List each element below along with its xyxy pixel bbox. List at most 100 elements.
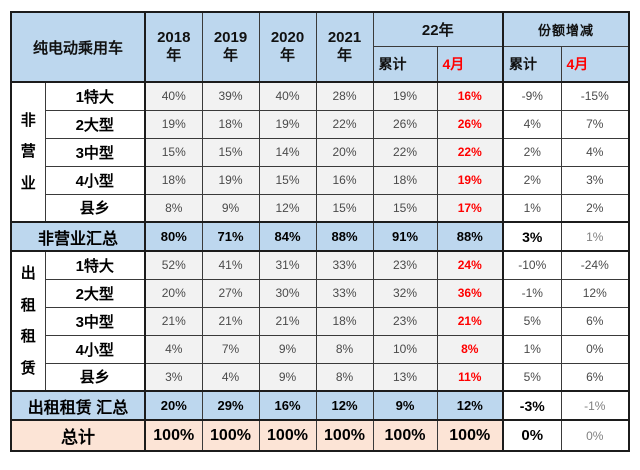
row-label: 4小型 <box>44 334 146 364</box>
year-header-2021: 2021年 <box>315 11 374 83</box>
year-header-2020-label: 2020年 <box>270 29 305 64</box>
data-cell: 18% <box>372 165 438 195</box>
data-cell: 26% <box>372 109 438 139</box>
subtotal-label: 出租租赁 汇总 <box>10 390 146 421</box>
data-cell: 3% <box>144 362 203 392</box>
data-cell: 20% <box>144 278 203 308</box>
total-cell: 100% <box>258 419 317 452</box>
data-cell: 4% <box>502 109 562 139</box>
data-cell: 41% <box>201 250 260 280</box>
year-header-2021-label: 2021年 <box>327 29 362 64</box>
data-cell: 36% <box>436 278 504 308</box>
subtotal-cell: 9% <box>372 390 438 421</box>
data-cell: 22% <box>436 137 504 167</box>
data-cell: 7% <box>201 334 260 364</box>
data-cell: 52% <box>144 250 203 280</box>
data-cell: 39% <box>201 81 260 111</box>
row-label: 2大型 <box>44 109 146 139</box>
data-cell: -10% <box>502 250 562 280</box>
table-row: 4小型 18% 19% 15% 16% 18% 19% 2% 3% <box>11 165 630 195</box>
data-cell: 19% <box>372 81 438 111</box>
data-cell: 31% <box>258 250 317 280</box>
subtotal-cell: -3% <box>502 390 562 421</box>
data-cell: 14% <box>258 137 317 167</box>
total-cell: 100% <box>436 419 504 452</box>
subtotal-cell: 84% <box>258 221 317 252</box>
subtotal-cell: 20% <box>144 390 203 421</box>
data-cell: 6% <box>560 362 630 392</box>
row-label: 4小型 <box>44 165 146 195</box>
data-cell: 22% <box>372 137 438 167</box>
data-cell: 15% <box>315 193 374 223</box>
data-cell: 32% <box>372 278 438 308</box>
data-cell: 33% <box>315 250 374 280</box>
data-cell: 8% <box>144 193 203 223</box>
data-cell: 18% <box>201 109 260 139</box>
data-cell: -1% <box>502 278 562 308</box>
data-cell: 21% <box>258 306 317 336</box>
data-cell: 2% <box>560 193 630 223</box>
data-cell: 6% <box>560 306 630 336</box>
subtotal-cell: 88% <box>436 221 504 252</box>
year-header-2018: 2018年 <box>144 11 203 83</box>
data-cell: 24% <box>436 250 504 280</box>
data-cell: 19% <box>144 109 203 139</box>
table-row: 4小型 4% 7% 9% 8% 10% 8% 1% 0% <box>11 334 630 364</box>
data-cell: 30% <box>258 278 317 308</box>
data-cell: 16% <box>436 81 504 111</box>
subtotal-cell: 1% <box>560 221 630 252</box>
data-cell: 5% <box>502 306 562 336</box>
data-cell: 18% <box>315 306 374 336</box>
table-row: 出 租 租 赁 1特大 52% 41% 31% 33% 23% 24% -10% -24% <box>10 250 630 392</box>
subtotal-cell: 3% <box>502 221 562 252</box>
data-cell: 19% <box>436 165 504 195</box>
table-row: 2大型 20% 27% 30% 33% 32% 36% -1% 12% <box>11 278 630 308</box>
subtotal-cell: 12% <box>436 390 504 421</box>
corner-header: 纯电动乘用车 <box>10 11 146 83</box>
total-cell: 100% <box>372 419 438 452</box>
data-cell: 12% <box>258 193 317 223</box>
data-cell: 3% <box>560 165 630 195</box>
row-label: 1特大 <box>44 81 146 111</box>
data-cell: 40% <box>258 81 317 111</box>
data-cell: 9% <box>258 334 317 364</box>
data-cell: 8% <box>315 362 374 392</box>
data-cell: 12% <box>560 278 630 308</box>
subtotal-row: 出租租赁 汇总 20% 29% 16% 12% 9% 12% -3% -1% <box>10 390 630 421</box>
row-label: 3中型 <box>44 306 146 336</box>
subtotal-cell: 91% <box>372 221 438 252</box>
data-cell: 33% <box>315 278 374 308</box>
subtotal-cell: 12% <box>315 390 374 421</box>
subtotal-cell: -1% <box>560 390 630 421</box>
data-cell: 21% <box>144 306 203 336</box>
data-cell: 0% <box>560 334 630 364</box>
data-cell: 9% <box>201 193 260 223</box>
data-cell: 40% <box>144 81 203 111</box>
data-cell: 11% <box>436 362 504 392</box>
group-label: 出 租 租 赁 <box>10 250 46 392</box>
subtotal-label: 非营业汇总 <box>10 221 146 252</box>
table-row: 3中型 21% 21% 21% 18% 23% 21% 5% 6% <box>11 306 630 336</box>
data-cell: 5% <box>502 362 562 392</box>
col-group-22: 22年 <box>372 11 504 47</box>
data-cell: 19% <box>201 165 260 195</box>
data-cell: -15% <box>560 81 630 111</box>
total-cell: 100% <box>315 419 374 452</box>
year-header-2020: 2020年 <box>258 11 317 83</box>
data-cell: -24% <box>560 250 630 280</box>
group-label: 非 营 业 <box>10 81 46 223</box>
total-cell: 0% <box>502 419 562 452</box>
table-row: 县乡 3% 4% 9% 8% 13% 11% 5% 6% <box>11 362 630 392</box>
data-cell: 21% <box>201 306 260 336</box>
data-cell: 4% <box>201 362 260 392</box>
ev-passenger-share-table: 纯电动乘用车 2018年 2019年 2020年 2021年 22年 份额增减 … <box>10 11 630 452</box>
total-cell: 100% <box>144 419 203 452</box>
col-group-share-change: 份额增减 <box>502 11 630 47</box>
data-cell: 1% <box>502 334 562 364</box>
row-label: 3中型 <box>44 137 146 167</box>
row-label: 1特大 <box>44 250 146 280</box>
subheader-share-cum: 累计 <box>502 45 562 83</box>
data-cell: 16% <box>315 165 374 195</box>
data-cell: 8% <box>436 334 504 364</box>
table-row: 3中型 15% 15% 14% 20% 22% 22% 2% 4% <box>11 137 630 167</box>
